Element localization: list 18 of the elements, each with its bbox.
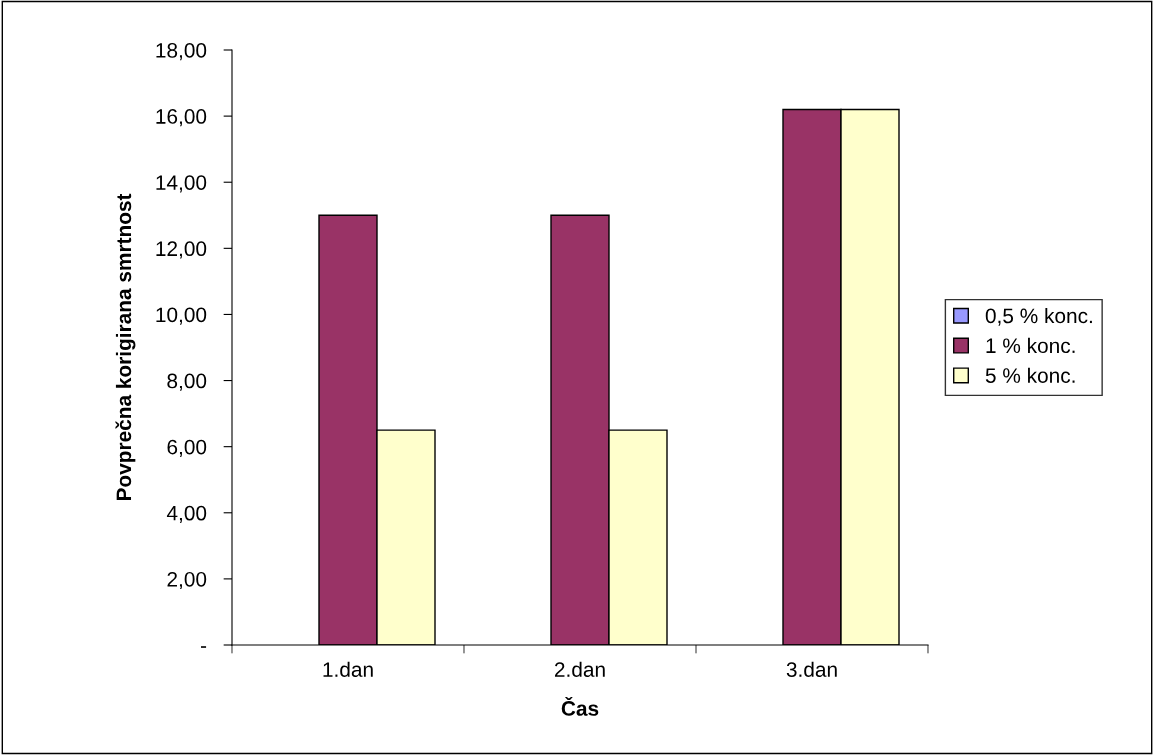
y-tick-label: 10,00	[156, 307, 207, 325]
x-tick-label: 2.dan	[554, 661, 605, 677]
x-tick-label: 1.dan	[323, 661, 373, 677]
y-tick-label: 4,00	[166, 505, 207, 523]
legend-label: 0,5 % konc.	[985, 307, 1092, 326]
x-tick-label: 3.dan	[786, 661, 837, 677]
y-tick-label: -	[200, 646, 207, 648]
y-tick-label: 8,00	[167, 373, 207, 391]
y-tick-label: 18,00	[156, 43, 207, 61]
legend-label: 5 % konc.	[985, 367, 1075, 383]
y-tick-label: 2,00	[167, 571, 207, 590]
y-axis-title: Povprečna korigirana smrtnost	[115, 193, 136, 501]
legend-label: 1 % konc.	[986, 337, 1075, 354]
y-tick-label: 16,00	[156, 109, 207, 127]
y-tick-label: 12,00	[156, 241, 207, 259]
x-axis-title: Čas	[561, 696, 599, 716]
y-tick-label: 6,00	[167, 439, 207, 457]
y-tick-label: 14,00	[156, 175, 207, 193]
